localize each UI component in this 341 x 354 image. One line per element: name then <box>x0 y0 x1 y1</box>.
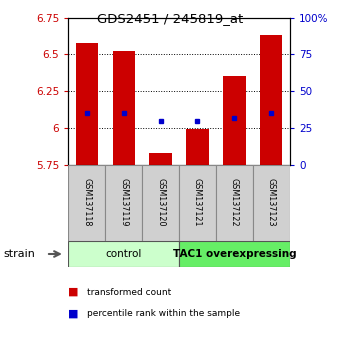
Bar <box>260 35 282 165</box>
Text: GDS2451 / 245819_at: GDS2451 / 245819_at <box>98 12 243 25</box>
Text: GSM137121: GSM137121 <box>193 178 202 227</box>
Bar <box>76 43 98 165</box>
Text: strain: strain <box>3 249 35 259</box>
Bar <box>253 165 290 241</box>
Bar <box>142 165 179 241</box>
Text: GSM137118: GSM137118 <box>82 178 91 227</box>
Bar <box>179 241 290 267</box>
Text: ■: ■ <box>68 308 79 318</box>
Bar <box>149 153 172 165</box>
Bar <box>105 165 142 241</box>
Bar <box>68 165 105 241</box>
Bar <box>187 129 209 165</box>
Text: GSM137119: GSM137119 <box>119 178 128 227</box>
Text: transformed count: transformed count <box>87 287 171 297</box>
Bar <box>179 165 216 241</box>
Bar <box>68 241 179 267</box>
Bar <box>223 76 246 165</box>
Bar <box>216 165 253 241</box>
Text: ■: ■ <box>68 287 79 297</box>
Bar <box>113 51 135 165</box>
Text: control: control <box>105 249 142 259</box>
Text: GSM137122: GSM137122 <box>230 178 239 227</box>
Text: percentile rank within the sample: percentile rank within the sample <box>87 309 240 318</box>
Text: TAC1 overexpressing: TAC1 overexpressing <box>173 249 296 259</box>
Text: GSM137123: GSM137123 <box>267 178 276 227</box>
Text: GSM137120: GSM137120 <box>156 178 165 227</box>
